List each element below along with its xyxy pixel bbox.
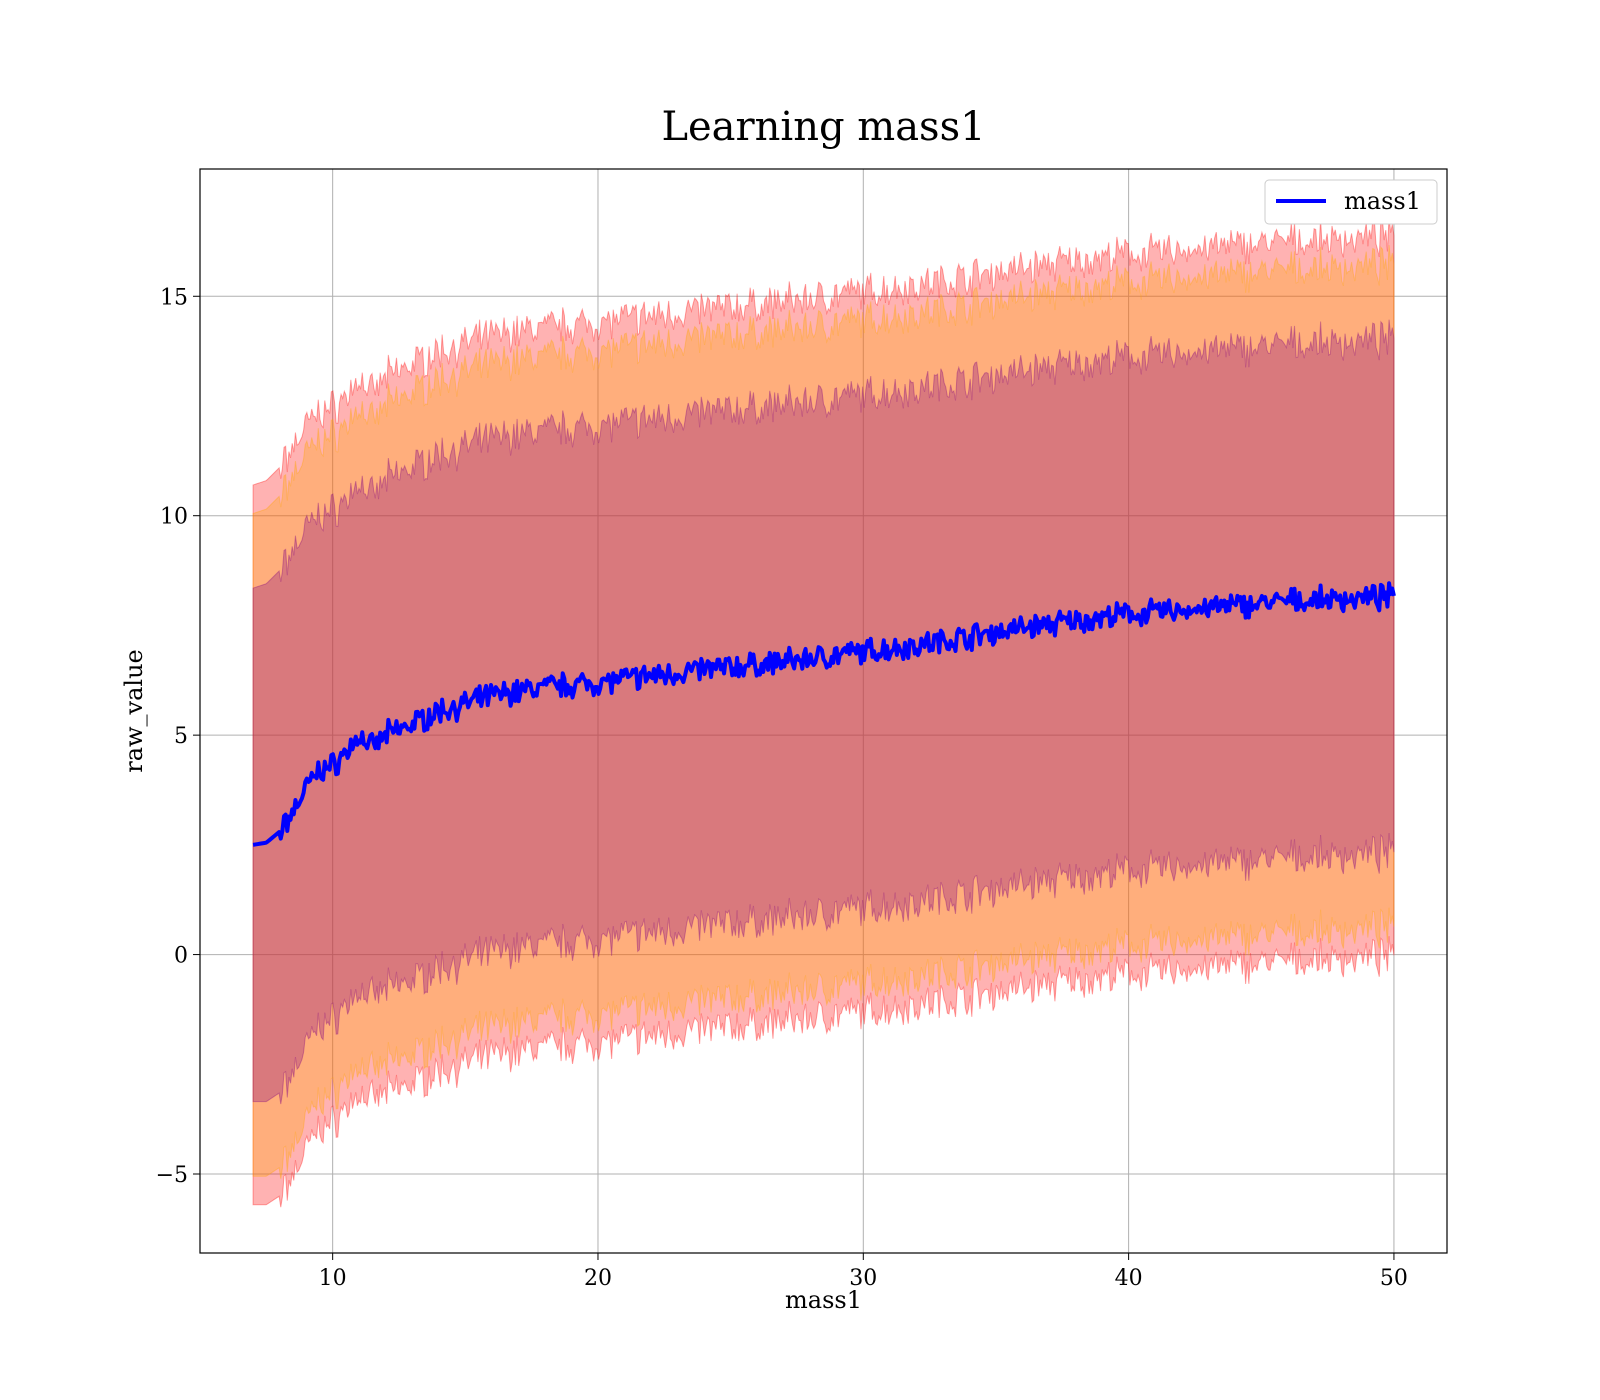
y-tick-label: 15 bbox=[160, 285, 188, 310]
series-line-mass1 bbox=[252, 581, 1396, 847]
x-tick-label: 40 bbox=[1115, 1266, 1143, 1291]
legend-box bbox=[1264, 179, 1438, 225]
legend: mass1 bbox=[1264, 179, 1438, 225]
bands bbox=[252, 216, 1395, 1208]
grid bbox=[200, 169, 1447, 1253]
y-tick-label: −5 bbox=[156, 1163, 188, 1188]
x-tick-label: 50 bbox=[1380, 1266, 1408, 1291]
inner-band bbox=[252, 319, 1395, 1105]
x-tick-label: 10 bbox=[319, 1266, 347, 1291]
plot-frame bbox=[199, 168, 1448, 1254]
legend-label-mass1: mass1 bbox=[1344, 187, 1421, 215]
y-tick-label: 0 bbox=[174, 944, 188, 969]
y-tick-label: 10 bbox=[160, 505, 188, 530]
outer-band bbox=[252, 216, 1395, 1208]
y-ticks: −5 0 5 10 15 bbox=[156, 285, 200, 1188]
middle-band bbox=[252, 244, 1395, 1179]
y-tick-label: 5 bbox=[174, 724, 188, 749]
x-ticks: 10 20 30 40 50 bbox=[319, 1253, 1408, 1291]
x-tick-label: 30 bbox=[849, 1266, 877, 1291]
x-tick-label: 20 bbox=[584, 1266, 612, 1291]
y-axis-label: raw_value bbox=[120, 649, 148, 773]
chart-title: Learning mass1 bbox=[661, 104, 985, 150]
x-axis-label: mass1 bbox=[785, 1286, 862, 1314]
series-lines bbox=[252, 581, 1396, 847]
